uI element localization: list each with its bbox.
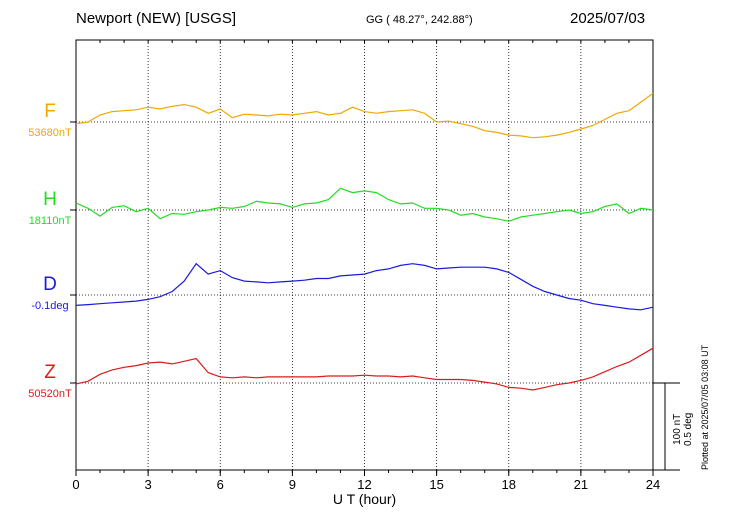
- plot-frame: [75, 39, 654, 471]
- series-line-h: [75, 187, 654, 222]
- coordinates-label: GG ( 48.27°, 242.88°): [366, 14, 473, 26]
- series-name-h: H: [43, 189, 57, 210]
- series-baseline-f: 53680nT: [28, 127, 72, 139]
- series-name-d: D: [43, 274, 57, 295]
- x-tick-label: 0: [72, 477, 79, 492]
- series-baseline-h: 18110nT: [29, 215, 72, 227]
- x-tick-label: 12: [357, 477, 371, 492]
- series-baseline-d: -0.1deg: [31, 300, 68, 312]
- x-tick-label: 9: [289, 477, 296, 492]
- x-tick-label: 6: [217, 477, 224, 492]
- series-baseline-z: 50520nT: [28, 388, 72, 400]
- series-name-f: F: [44, 101, 56, 122]
- station-title: Newport (NEW) [USGS]: [76, 10, 237, 27]
- x-tick-label: 24: [646, 477, 660, 492]
- x-tick-label: 3: [145, 477, 152, 492]
- x-tick-label: 21: [574, 477, 588, 492]
- x-tick-label: 18: [502, 477, 516, 492]
- x-tick-label: 15: [429, 477, 443, 492]
- date-label: 2025/07/03: [570, 10, 646, 27]
- x-axis-label: U T (hour): [333, 491, 396, 507]
- series-name-z: Z: [44, 362, 56, 383]
- series-line-d: [75, 262, 654, 311]
- series-line-z: [75, 347, 654, 391]
- series-line-f: [75, 92, 654, 139]
